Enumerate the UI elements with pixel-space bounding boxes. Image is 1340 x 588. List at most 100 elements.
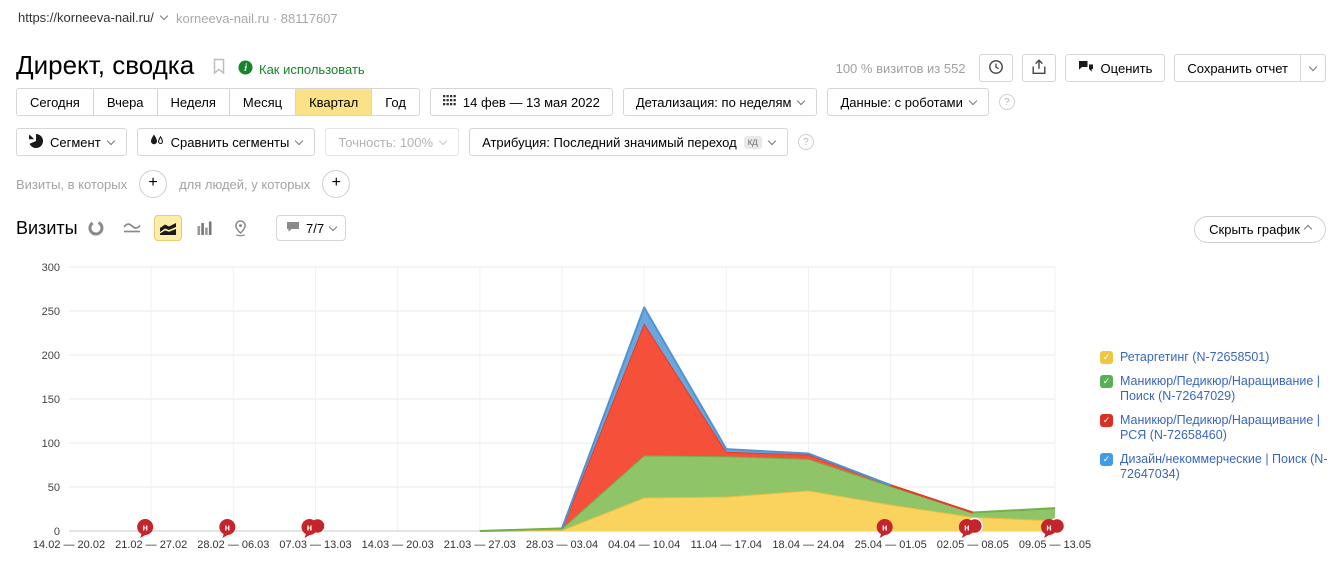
comment-icon	[286, 221, 300, 236]
line-chart-icon[interactable]	[118, 215, 146, 241]
svg-text:150: 150	[42, 394, 60, 406]
svg-text:0: 0	[54, 526, 60, 538]
date-range-button[interactable]: 14 фев — 13 мая 2022	[429, 88, 613, 116]
legend-label[interactable]: Маникюр/Педикюр/Наращивание | РСЯ (N-726…	[1120, 413, 1321, 442]
visits-area-chart[interactable]: 0 50 100 150 200 250 300 14.02 — 20.02 21.02 — 2…	[30, 252, 1100, 572]
data-mode-dropdown[interactable]: Данные: с роботами	[827, 88, 989, 116]
donut-chart-icon[interactable]	[82, 215, 110, 241]
add-visit-filter-button[interactable]: +	[139, 170, 168, 198]
legend-item-1[interactable]: ✓ Маникюр/Педикюр/Наращивание | Поиск (N-…	[1100, 374, 1337, 404]
segment-bar: Сегмент Сравнить сегменты Точность: 100%…	[16, 128, 814, 156]
export-button[interactable]	[1021, 54, 1056, 82]
history-button[interactable]	[978, 54, 1013, 82]
drops-icon	[150, 134, 164, 150]
chart-type-toolbar: 7/7	[82, 215, 347, 241]
attribution-dropdown[interactable]: Атрибуция: Последний значимый переход кд	[469, 128, 788, 156]
svg-text:11.04 — 17.04: 11.04 — 17.04	[691, 539, 762, 551]
info-icon: i	[238, 60, 253, 78]
chevron-down-icon	[767, 136, 777, 145]
period-tab-3[interactable]: Месяц	[229, 89, 297, 115]
svg-text:14.03 — 20.03: 14.03 — 20.03	[362, 539, 434, 551]
visits-condition-label: Визиты, в которых	[16, 176, 128, 192]
chevron-up-icon	[1303, 224, 1313, 233]
chevron-down-icon	[295, 136, 304, 145]
chevron-down-icon	[159, 11, 169, 21]
legend-item-3[interactable]: ✓ Дизайн/некоммерческие | Поиск (N-726470…	[1100, 452, 1337, 482]
chart-title: Визиты	[16, 218, 78, 238]
period-tab-2[interactable]: Неделя	[157, 89, 230, 115]
rate-button[interactable]: Оценить	[1064, 54, 1166, 82]
svg-text:18.04 — 24.04: 18.04 — 24.04	[772, 539, 844, 551]
detalization-dropdown[interactable]: Детализация: по неделям	[622, 88, 818, 116]
chart-legend: ✓ Ретаргетинг (N-72658501) ✓ Маникюр/Педикю…	[1100, 350, 1337, 491]
comments-dropdown[interactable]: 7/7	[276, 215, 347, 241]
hide-chart-button[interactable]: Скрыть график	[1194, 216, 1326, 243]
svg-text:14.02 — 20.02: 14.02 — 20.02	[33, 539, 105, 551]
header-actions: 100 % визитов из 552 Оценить Сохранить о…	[836, 54, 1326, 82]
add-people-filter-button[interactable]: +	[322, 170, 351, 198]
help-icon[interactable]: ?	[797, 134, 814, 150]
legend-label[interactable]: Маникюр/Педикюр/Наращивание | Поиск (N-7…	[1120, 374, 1321, 403]
svg-text:28.03 — 03.04: 28.03 — 03.04	[526, 539, 598, 551]
accuracy-label: Точность: 100%	[338, 134, 434, 150]
chevron-down-icon	[797, 96, 806, 105]
attribution-label: Атрибуция: Последний значимый переход	[482, 134, 737, 150]
hide-chart-label: Скрыть график	[1209, 222, 1300, 237]
comments-count: 7/7	[306, 220, 325, 236]
map-pin-icon[interactable]	[226, 215, 254, 241]
period-tab-1[interactable]: Вчера	[93, 89, 158, 115]
bookmark-icon[interactable]	[212, 58, 226, 80]
period-tab-4[interactable]: Квартал	[296, 89, 373, 115]
period-tab-0[interactable]: Сегодня	[17, 89, 94, 115]
svg-text:i: i	[244, 63, 247, 74]
detalization-label: Детализация: по неделям	[635, 94, 792, 110]
visits-summary: 100 % визитов из 552	[835, 60, 966, 76]
svg-text:200: 200	[42, 350, 60, 362]
svg-text:02.05 — 08.05: 02.05 — 08.05	[937, 539, 1009, 551]
upload-icon	[1032, 58, 1046, 78]
stacked-area-chart-icon[interactable]	[154, 215, 182, 241]
legend-checkbox[interactable]: ✓	[1100, 375, 1113, 388]
filter-bar: Визиты, в которых + для людей, у которых…	[16, 170, 351, 198]
svg-text:04.04 — 10.04: 04.04 — 10.04	[608, 539, 680, 551]
legend-checkbox[interactable]: ✓	[1100, 414, 1113, 427]
help-icon[interactable]: ?	[998, 94, 1015, 110]
period-tab-5[interactable]: Год	[372, 89, 419, 115]
compare-segments-dropdown[interactable]: Сравнить сегменты	[136, 128, 316, 156]
svg-text:07.03 — 13.03: 07.03 — 13.03	[279, 539, 351, 551]
site-selector[interactable]: https://korneeva-nail.ru/	[18, 10, 169, 25]
svg-text:300: 300	[42, 262, 60, 274]
chevron-down-icon	[968, 96, 978, 105]
legend-label[interactable]: Дизайн/некоммерческие | Поиск (N-7264703…	[1120, 452, 1328, 481]
segment-dropdown[interactable]: Сегмент	[16, 128, 127, 156]
svg-text:н: н	[307, 523, 312, 533]
svg-text:100: 100	[42, 438, 60, 450]
svg-text:н: н	[964, 523, 969, 533]
compare-segments-label: Сравнить сегменты	[170, 134, 290, 150]
legend-item-2[interactable]: ✓ Маникюр/Педикюр/Наращивание | РСЯ (N-72…	[1100, 413, 1337, 443]
how-to-use-link[interactable]: i Как использовать	[238, 60, 365, 78]
period-bar: Сегодня Вчера Неделя Месяц Квартал Год 14 фев…	[16, 88, 1015, 116]
legend-label[interactable]: Ретаргетинг (N-72658501)	[1120, 350, 1270, 364]
how-to-use-label: Как использовать	[259, 61, 365, 77]
svg-text:н: н	[1046, 523, 1051, 533]
period-tabs: Сегодня Вчера Неделя Месяц Квартал Год	[16, 88, 420, 116]
column-chart-icon[interactable]	[190, 215, 218, 241]
legend-item-0[interactable]: ✓ Ретаргетинг (N-72658501)	[1100, 350, 1337, 365]
svg-text:09.05 — 13.05: 09.05 — 13.05	[1019, 539, 1091, 551]
svg-text:28.02 — 06.03: 28.02 — 06.03	[197, 539, 269, 551]
save-report-button[interactable]: Сохранить отчет	[1174, 54, 1301, 82]
site-topbar: https://korneeva-nail.ru/ korneeva-nail.…	[0, 0, 1340, 38]
legend-checkbox[interactable]: ✓	[1100, 351, 1113, 364]
chevron-down-icon	[328, 222, 338, 231]
attribution-badge: кд	[743, 135, 762, 149]
svg-text:н: н	[882, 523, 887, 533]
data-mode-label: Данные: с роботами	[840, 94, 963, 110]
legend-checkbox[interactable]: ✓	[1100, 453, 1113, 466]
pie-segment-icon	[28, 133, 44, 151]
save-report-menu-button[interactable]	[1301, 54, 1326, 82]
date-range-label: 14 фев — 13 мая 2022	[462, 94, 600, 110]
accuracy-dropdown[interactable]: Точность: 100%	[325, 128, 460, 156]
segment-label: Сегмент	[50, 134, 101, 150]
